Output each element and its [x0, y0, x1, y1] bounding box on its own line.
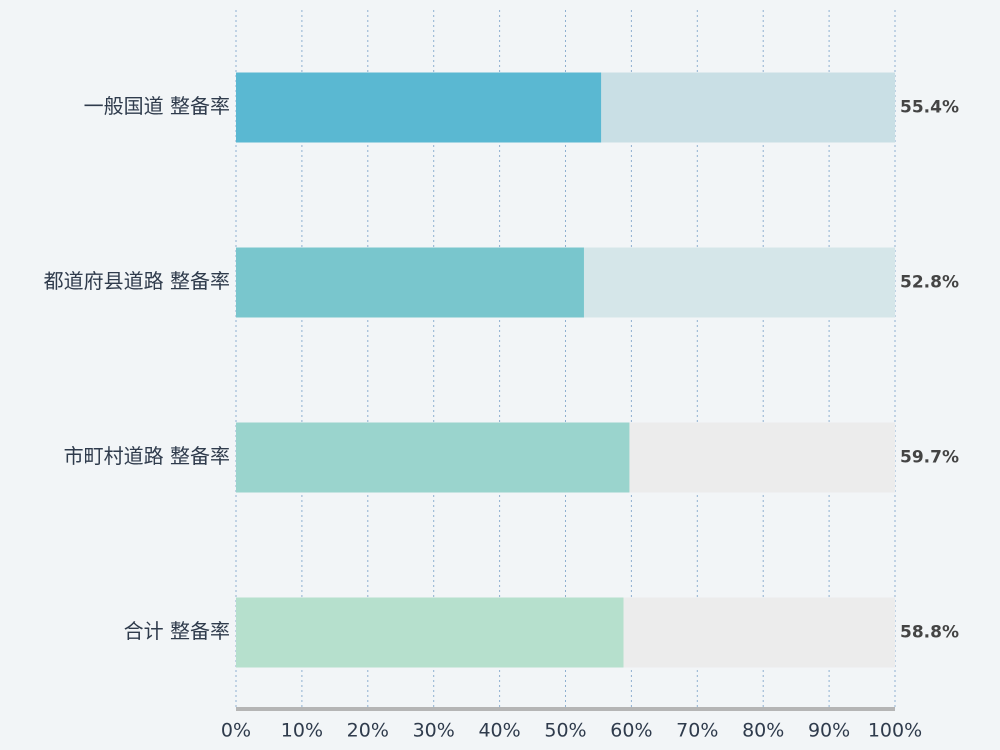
bar [236, 247, 584, 318]
x-tick-label: 10% [281, 720, 323, 742]
value-label: 52.8% [900, 273, 959, 293]
category-label: 市町村道路 整备率 [64, 444, 230, 468]
x-tick-label: 0% [221, 720, 251, 742]
x-tick-label: 80% [742, 720, 784, 742]
value-label: 59.7% [900, 448, 959, 468]
x-tick-label: 100% [868, 720, 922, 742]
value-label: 58.8% [900, 623, 959, 643]
x-tick-label: 20% [347, 720, 389, 742]
x-tick-label: 70% [676, 720, 718, 742]
x-tick-label: 30% [413, 720, 455, 742]
bar [236, 422, 630, 493]
category-label: 一般国道 整备率 [84, 94, 230, 118]
category-label: 合计 整备率 [124, 619, 230, 643]
x-tick-label: 60% [610, 720, 652, 742]
x-tick-label: 50% [544, 720, 586, 742]
category-label: 都道府县道路 整备率 [44, 269, 230, 293]
value-label: 55.4% [900, 98, 959, 118]
bar [236, 72, 602, 143]
x-tick-label: 90% [808, 720, 850, 742]
x-tick-label: 40% [478, 720, 520, 742]
bar [236, 597, 624, 668]
